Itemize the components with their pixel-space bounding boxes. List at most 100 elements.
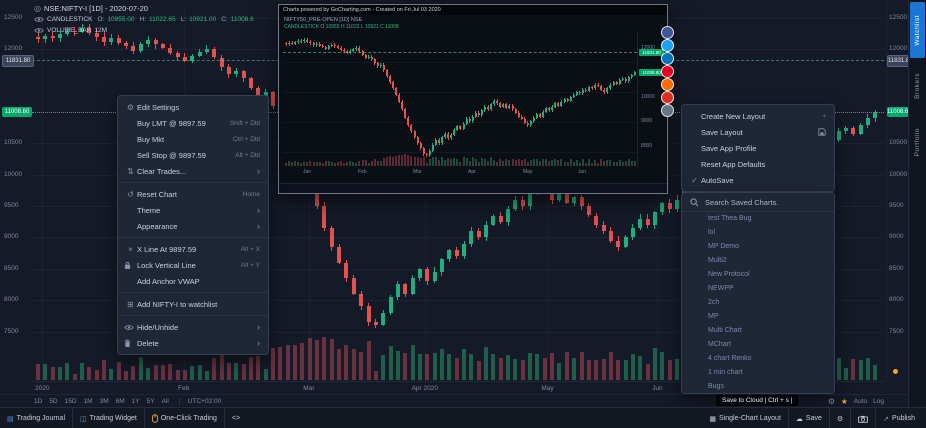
time-label: May	[541, 385, 554, 392]
favorite-icon[interactable]: ★	[841, 397, 848, 406]
timeframe-1m[interactable]: 1M	[83, 398, 93, 405]
price-label: 8000	[889, 296, 904, 304]
share-icon-2[interactable]	[661, 52, 674, 65]
bottom-code-button[interactable]: <>	[225, 408, 247, 428]
timeframe-all[interactable]: All	[161, 398, 169, 405]
bottom-publish-button[interactable]: ↗ Publish	[883, 415, 915, 423]
context-menu-item-buy-lmt-9897-59[interactable]: Buy LMT @ 9897.59 Shift + Dbl	[137, 118, 260, 128]
side-tab-watchlist[interactable]: Watchlist	[910, 2, 925, 58]
preview-price-label: 8000	[641, 142, 653, 149]
context-menu-item-theme[interactable]: Theme ›	[137, 205, 260, 215]
context-menu-item-hide-unhide[interactable]: Hide/Unhide ›	[118, 319, 268, 335]
layout-menu-item-reset-app-defaults[interactable]: Reset App Defaults	[701, 159, 766, 169]
context-menu-item-appearance[interactable]: Appearance ›	[137, 221, 260, 231]
auto-scale-toggle[interactable]: Auto	[853, 398, 868, 405]
notification-dot	[893, 369, 898, 374]
saved-chart-mp-demo[interactable]: MP Demo	[708, 243, 739, 250]
bottom-single-chart-layout-button[interactable]: ▦ Single-Chart Layout	[709, 415, 781, 423]
time-label: Jun	[652, 385, 663, 392]
preview-time-label: Jan	[303, 169, 312, 175]
trash-icon	[124, 339, 137, 348]
saved-chart-multi2[interactable]: Multi2	[708, 257, 727, 264]
context-menu-item-reset-chart[interactable]: ↺ Reset Chart Home	[118, 186, 268, 202]
saved-chart-newpp[interactable]: NEWPP	[708, 285, 734, 292]
preview-time-label: Jun	[578, 169, 587, 175]
saved-chart-multi-chart[interactable]: Multi Chart	[708, 327, 742, 334]
layout-menu-item-save-layout[interactable]: Save Layout	[682, 124, 834, 140]
price-axis-left[interactable]: 12500 12000 10500 10000 9500 9000 8500 8000 7500…	[2, 0, 34, 382]
saved-chart-2ch[interactable]: 2ch	[708, 299, 720, 306]
menu-separator	[118, 182, 268, 183]
layout-menu-item-create-new-layout[interactable]: Create New Layout +	[701, 111, 826, 121]
bottom-gear-button[interactable]: ⚙	[830, 408, 850, 428]
eye-icon[interactable]	[34, 27, 44, 34]
timeframe-6m[interactable]: 6M	[115, 398, 125, 405]
bottom-trading-journal-button[interactable]: ▤ Trading Journal	[7, 415, 66, 423]
layout-menu-item-save-app-profile[interactable]: Save App Profile	[701, 143, 757, 153]
bottom-trading-widget-button[interactable]: ◫ Trading Widget	[80, 415, 137, 423]
chart-context-menu: ⚙ Edit Settings Buy LMT @ 9897.59 Shift + D…	[117, 95, 269, 355]
context-menu-item-sell-stop-9897-59[interactable]: Sell Stop @ 9897.59 Alt + Dbl	[137, 150, 260, 160]
saved-charts-search-input[interactable]: Search Saved Charts.	[705, 197, 779, 207]
price-axis-right[interactable]: 12500 12000 10500 10000 9500 9000 8500 8000 7500…	[886, 0, 913, 382]
saved-chart-mp[interactable]: MP	[708, 313, 719, 320]
log-scale-toggle[interactable]: Log	[873, 398, 884, 405]
bottom-save-button[interactable]: ☁ Save	[795, 415, 822, 423]
toolbar-divider	[787, 408, 789, 428]
timeframe-15d[interactable]: 15D	[64, 398, 77, 405]
saved-chart-mchart[interactable]: MChart	[708, 341, 731, 348]
share-icon-5[interactable]	[661, 91, 674, 104]
share-icon-6[interactable]	[661, 104, 674, 117]
timeframe-3m[interactable]: 3M	[99, 398, 109, 405]
timeframe-buttons: 1D 5D 15D 1M 3M 6M 1Y 5Y All	[34, 398, 169, 405]
timeframe-5y[interactable]: 5Y	[146, 398, 155, 405]
share-icon-1[interactable]	[661, 39, 674, 52]
share-icon-0[interactable]	[661, 26, 674, 39]
layout-menu-item-autosave[interactable]: ✓ AutoSave	[682, 172, 834, 188]
cloud-icon: ☁	[795, 415, 803, 423]
context-menu-item-lock-vertical-line[interactable]: Lock Vertical Line Alt + Y	[118, 257, 268, 273]
bottom-toolbar-right: ▦ Single-Chart Layout ☁ Save ⚙ ↗ Publish	[702, 408, 926, 428]
preview-price-axis: 12000 10000 9000 8000 11831.80 11008.60	[637, 32, 666, 168]
watchlist-icon: ⊞	[127, 299, 134, 309]
symbol-logo-icon[interactable]: ◎	[34, 3, 41, 13]
saved-chart-bugs[interactable]: Bugs	[708, 383, 724, 390]
share-icon-4[interactable]	[661, 78, 674, 91]
symbol-title[interactable]: NSE:NIFTY-I [1D] - 2020-07-20	[43, 4, 148, 13]
layout-menu: Create New Layout + Save Layout Save App Pr…	[681, 104, 835, 192]
side-tab-brokers[interactable]: Brokers	[914, 73, 921, 99]
price-label: 7500	[4, 327, 19, 335]
toolbar-divider	[850, 408, 852, 428]
context-menu-item-delete[interactable]: Delete ›	[118, 335, 268, 351]
context-menu-item-buy-mkt[interactable]: Buy Mkt Ctrl + Dbl	[137, 134, 260, 144]
chart-settings-icon[interactable]: ⚙	[827, 396, 836, 406]
timeframe-1y[interactable]: 1Y	[131, 398, 140, 405]
price-label: 9000	[4, 233, 19, 241]
context-menu-item-clear-trades[interactable]: ⇅ Clear Trades... ›	[118, 163, 268, 179]
price-label: 10000	[4, 170, 23, 178]
time-axis[interactable]: 2020 Feb Mar Apr 2020 May Jun	[32, 381, 884, 395]
context-menu-item-add-nifty-i-to-watchlist[interactable]: ⊞ Add NIFTY-I to watchlist	[118, 296, 268, 312]
eye-icon[interactable]	[34, 16, 44, 23]
chart-surface[interactable]: ◎ NSE:NIFTY-I [1D] - 2020-07-20 CANDLEST…	[0, 0, 913, 395]
context-menu-item-x-line-at-9897-59[interactable]: × X Line At 9897.59 Alt + X	[118, 241, 268, 257]
context-menu-item-edit-settings[interactable]: ⚙ Edit Settings	[118, 99, 268, 115]
saved-chart-test-thea-bug[interactable]: test Thea Bug	[708, 215, 752, 222]
saved-chart-1-min-chart[interactable]: 1 min chart	[708, 369, 743, 376]
timezone-label[interactable]: UTC+02:00	[178, 398, 221, 405]
saved-chart-lol[interactable]: lol	[708, 229, 716, 236]
side-tab-portfolio[interactable]: Portfolio	[914, 127, 921, 157]
timeframe-5d[interactable]: 5D	[49, 398, 58, 405]
timeframe-1d[interactable]: 1D	[34, 398, 43, 405]
price-label: 9000	[889, 233, 904, 241]
share-icon-3[interactable]	[661, 65, 674, 78]
sliders-icon: ⇅	[127, 166, 134, 176]
bottom-camera-button[interactable]	[851, 408, 875, 428]
price-label: 10500	[4, 139, 23, 147]
bottom-one-click-trading-button[interactable]: One-Click Trading	[145, 408, 224, 428]
saved-chart-new-protocol[interactable]: New Protocol	[708, 271, 750, 278]
saved-chart-4-chart-renko[interactable]: 4 chart Renko	[708, 355, 752, 362]
context-menu-item-add-anchor-vwap[interactable]: Add Anchor VWAP	[137, 276, 200, 286]
menu-separator	[118, 315, 268, 316]
chart-corner-controls: ⚙ ★ Auto Log	[828, 395, 884, 408]
